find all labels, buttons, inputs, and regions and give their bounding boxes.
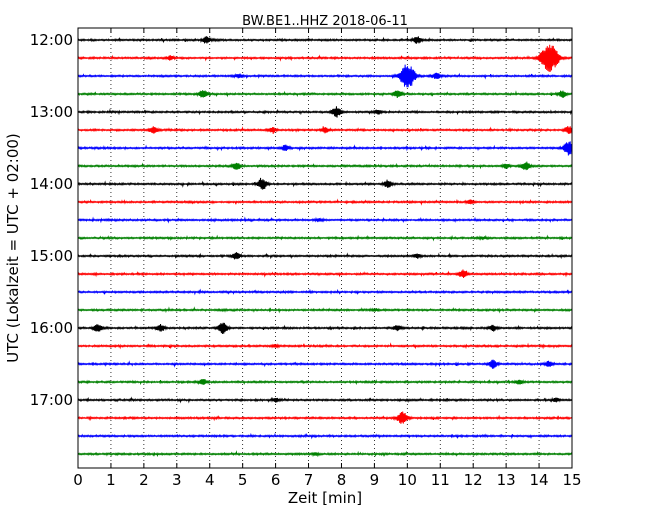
trace-line [77, 288, 573, 296]
x-tick-label: 11 [431, 471, 450, 489]
x-tick-label: 4 [205, 471, 215, 489]
y-tick-label: 13:00 [30, 103, 73, 121]
trace-line [77, 161, 573, 171]
trace-line [77, 44, 573, 72]
x-tick-label: 15 [562, 471, 581, 489]
x-tick-label: 0 [73, 471, 83, 489]
x-tick-label: 3 [172, 471, 182, 489]
x-axis-label: Zeit [min] [288, 489, 362, 507]
x-tick-label: 12 [464, 471, 483, 489]
y-axis-label: UTC (Lokalzeit = UTC + 02:00) [4, 133, 22, 363]
trace-line [77, 342, 573, 350]
x-tick-label: 8 [337, 471, 347, 489]
y-tick-label: 17:00 [30, 391, 73, 409]
y-tick-label: 15:00 [30, 247, 73, 265]
x-tick-label: 2 [139, 471, 149, 489]
x-tick-label: 10 [398, 471, 417, 489]
x-tick-label: 6 [271, 471, 281, 489]
x-tick-label: 7 [304, 471, 314, 489]
x-tick-label: 13 [497, 471, 516, 489]
trace-line [77, 322, 573, 335]
trace-line [77, 432, 573, 440]
trace-line [77, 106, 573, 118]
trace-line [77, 125, 573, 134]
x-tick-label: 14 [530, 471, 549, 489]
trace-line [77, 90, 573, 99]
x-tick-label: 5 [238, 471, 248, 489]
y-tick-label: 14:00 [30, 175, 73, 193]
trace-line [77, 359, 573, 369]
seismic-traces [77, 36, 573, 458]
trace-line [77, 198, 573, 206]
trace-line [77, 36, 573, 44]
y-axis-ticks: 12:00 13:00 14:00 15:00 16:00 17:00 [30, 31, 572, 409]
plot-frame [77, 27, 573, 469]
grid-lines [110, 28, 540, 468]
trace-line [77, 252, 573, 260]
y-tick-label: 12:00 [30, 31, 73, 49]
x-tick-label: 9 [370, 471, 380, 489]
trace-line [77, 306, 573, 314]
y-tick-label: 16:00 [30, 319, 73, 337]
trace-line [77, 177, 573, 190]
x-axis-ticks: 0 1 2 3 4 5 6 7 8 9 10 11 12 13 14 15 [73, 28, 582, 489]
trace-line [77, 411, 573, 424]
x-tick-label: 1 [106, 471, 116, 489]
trace-line [77, 141, 573, 156]
trace-line [77, 269, 573, 279]
trace-line [77, 64, 573, 88]
trace-line [77, 216, 573, 224]
trace-line [77, 450, 573, 458]
trace-line [77, 396, 573, 404]
trace-line [77, 234, 573, 242]
chart-title: BW.BE1..HHZ 2018-06-11 [242, 14, 408, 29]
trace-line [77, 378, 573, 386]
